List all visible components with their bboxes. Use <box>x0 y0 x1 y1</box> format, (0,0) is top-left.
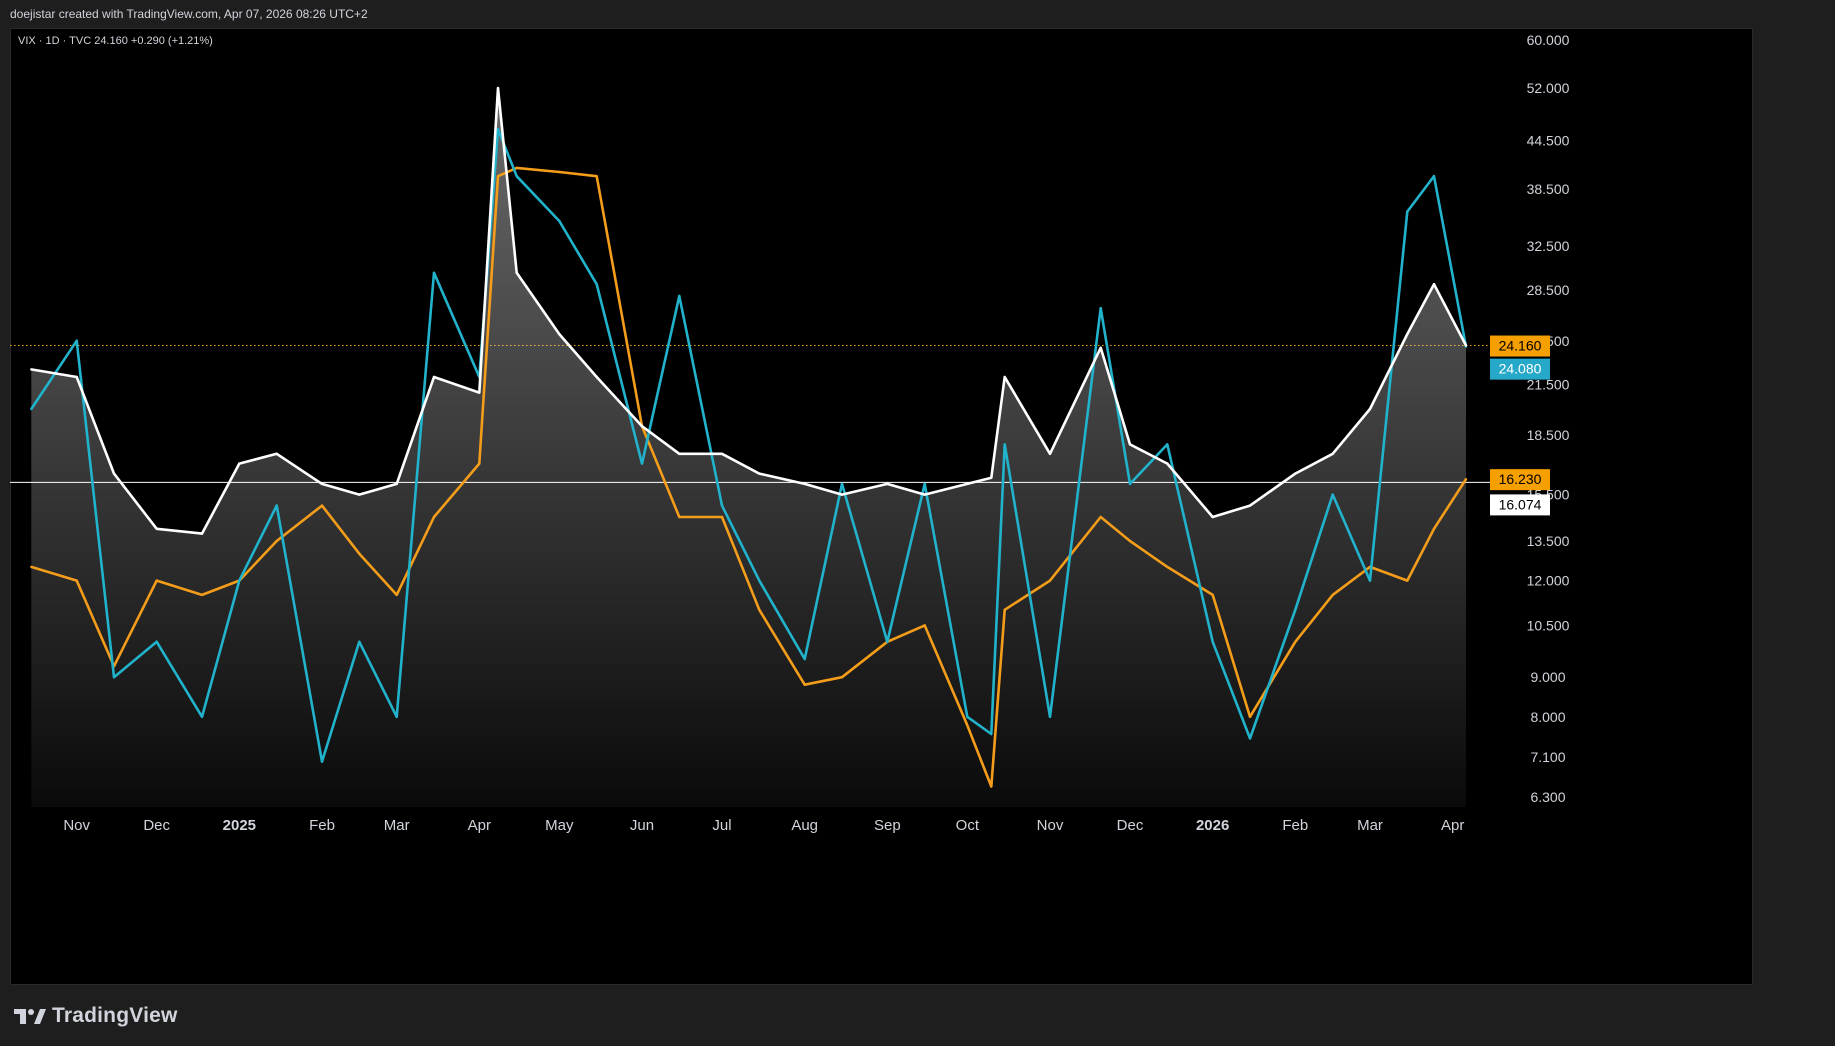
credit-text: doejistar created with TradingView.com, … <box>10 7 368 21</box>
tradingview-logo[interactable]: TradingView <box>14 1004 178 1028</box>
tradingview-logo-icon <box>14 1009 46 1024</box>
footer-bar <box>0 985 1835 1046</box>
top-bar: doejistar created with TradingView.com, … <box>0 0 1835 28</box>
symbol-legend[interactable]: VIX · 1D · TVC 24.160 +0.290 (+1.21%) <box>18 35 213 47</box>
brand-name: TradingView <box>52 1004 178 1027</box>
chart-frame[interactable] <box>10 28 1753 985</box>
